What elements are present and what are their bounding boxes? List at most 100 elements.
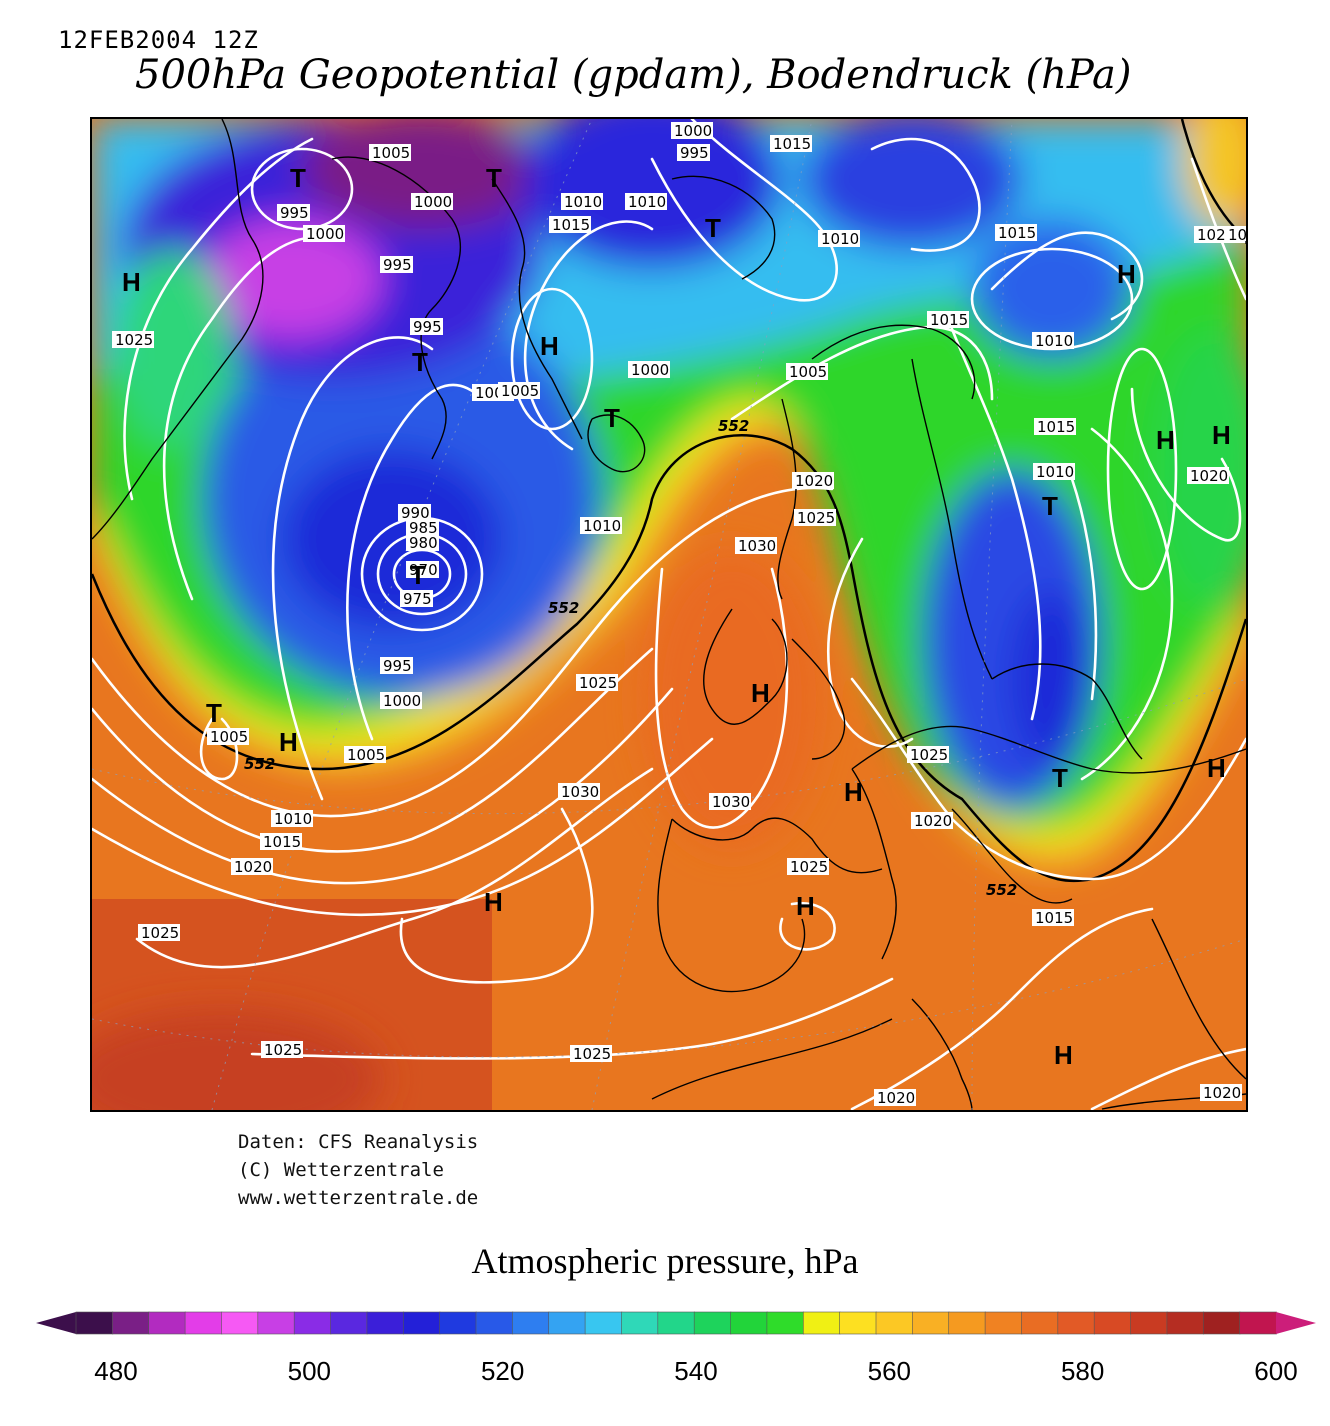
low-pressure-center: T: [1042, 491, 1058, 521]
colorbar-tick-label: 520: [480, 1356, 525, 1386]
pressure-centers: T T T H T H T H T H T H T H H H T H H H H T: [122, 163, 1246, 1070]
low-pressure-center: T: [1052, 763, 1068, 793]
high-pressure-center: H: [540, 331, 559, 361]
colorbar-swatch: [839, 1311, 877, 1335]
high-pressure-center: H: [796, 891, 815, 921]
isobar-label: 1000: [628, 361, 670, 379]
svg-text:1010: 1010: [564, 193, 602, 211]
colorbar-swatch: [1202, 1311, 1241, 1335]
colorbar-swatch: [730, 1311, 768, 1335]
isobar-label: 1025: [570, 1045, 612, 1063]
colorbar-swatch: [657, 1311, 695, 1335]
colorbar-swatch: [548, 1311, 586, 1335]
colorbar-swatch: [1130, 1311, 1168, 1335]
low-pressure-center: T: [705, 213, 721, 243]
isobar-label: 1005: [786, 363, 828, 381]
low-pressure-center: T: [486, 163, 502, 193]
colorbar-swatch: [621, 1311, 659, 1335]
svg-text:1010: 1010: [1035, 332, 1073, 350]
isobar-label: 1000: [671, 122, 713, 140]
colorbar-swatch: [948, 1311, 986, 1335]
isobar-label: 1010: [580, 517, 622, 535]
colorbar-arrow-right: [1276, 1312, 1316, 1334]
high-pressure-center: H: [751, 678, 770, 708]
svg-text:1010: 1010: [583, 517, 621, 535]
svg-text:1020: 1020: [1190, 467, 1228, 485]
svg-text:1010: 1010: [628, 193, 666, 211]
isobars: [92, 119, 1246, 1110]
isobar-label: 1000: [411, 193, 453, 211]
colorbar-swatch: [875, 1311, 914, 1335]
colorbar-swatch: [1021, 1311, 1059, 1335]
colorbar-tick-label: 540: [674, 1356, 718, 1386]
svg-text:1000: 1000: [674, 122, 712, 140]
svg-text:1015: 1015: [930, 311, 968, 329]
svg-text:1005: 1005: [372, 144, 410, 162]
isobar-label: 1010: [1033, 463, 1075, 481]
low-pressure-center: T: [206, 698, 222, 728]
isobar-label: 1030: [735, 537, 777, 555]
credit-copyright: (C) Wetterzentrale: [238, 1159, 444, 1181]
isobar-label: 1020: [874, 1089, 916, 1107]
svg-text:1025: 1025: [797, 509, 835, 527]
colorbar-swatch: [912, 1311, 950, 1335]
svg-text:1020: 1020: [234, 858, 272, 876]
isobar-label: 1030: [558, 783, 600, 801]
isobar-label: 1010: [1032, 332, 1074, 350]
high-pressure-center: H: [1054, 1040, 1073, 1070]
svg-text:1000: 1000: [631, 361, 669, 379]
credit-website: www.wetterzentrale.de: [238, 1187, 479, 1209]
svg-text:1025: 1025: [115, 331, 153, 349]
colorbar-swatch: [1093, 1311, 1132, 1335]
isobar-label: 1020: [911, 812, 953, 830]
colorbar-tick-label: 580: [1060, 1356, 1105, 1386]
isobar-label: 995: [677, 144, 710, 162]
isobar-label: 1015: [260, 833, 302, 851]
isobar-label: 1025: [576, 674, 618, 692]
svg-text:970: 970: [409, 561, 438, 579]
svg-text:995: 995: [383, 256, 412, 274]
low-pressure-center: T: [410, 560, 426, 590]
colorbar-swatch: [330, 1311, 368, 1335]
colorbar-swatch: [984, 1311, 1023, 1335]
colorbar-arrow-left: [36, 1312, 76, 1334]
isobar-label: 1025: [794, 509, 836, 527]
svg-text:995: 995: [680, 144, 709, 162]
svg-text:1025: 1025: [790, 858, 828, 876]
isobar-label: 1010: [561, 193, 603, 211]
isobar-label: 1015: [770, 135, 812, 153]
svg-text:1020: 1020: [1203, 1084, 1241, 1102]
colorbar-swatch: [512, 1311, 550, 1335]
coastlines: [92, 119, 1246, 1110]
svg-text:1030: 1030: [561, 783, 599, 801]
colorbar-swatch: [475, 1311, 514, 1335]
svg-text:1015: 1015: [263, 833, 301, 851]
svg-text:1020: 1020: [914, 812, 952, 830]
svg-text:1010: 1010: [274, 810, 312, 828]
isobar-label: 1005: [369, 144, 411, 162]
colorbar-swatch: [366, 1311, 405, 1335]
isobar-label: 1015: [1032, 909, 1074, 927]
isobar-label: 1010: [271, 810, 313, 828]
svg-text:1020: 1020: [795, 472, 833, 490]
isobar-label: 1025: [787, 858, 829, 876]
isobar-label: 1015: [1225, 226, 1246, 244]
geopotential-field: [92, 119, 1246, 1110]
svg-text:1015: 1015: [1228, 226, 1246, 244]
isobar-label: 1025: [138, 924, 180, 942]
colorbar-ticks: 480 500 520 540 560 580 600: [0, 1356, 1330, 1396]
svg-text:1015: 1015: [1035, 909, 1073, 927]
contour-552-label: 552: [548, 599, 579, 617]
colorbar-swatch: [693, 1311, 732, 1335]
colorbar-swatch: [1239, 1311, 1277, 1335]
isobar-label: 1015: [927, 311, 969, 329]
contour-552-label: 552: [244, 755, 275, 773]
svg-text:995: 995: [280, 204, 309, 222]
low-pressure-center: T: [604, 403, 620, 433]
isobar-label: 970: [406, 561, 439, 579]
isobar-label: 1015: [995, 224, 1037, 242]
high-pressure-center: H: [1207, 753, 1226, 783]
colorbar-swatch: [221, 1311, 259, 1335]
high-pressure-center: H: [279, 727, 298, 757]
